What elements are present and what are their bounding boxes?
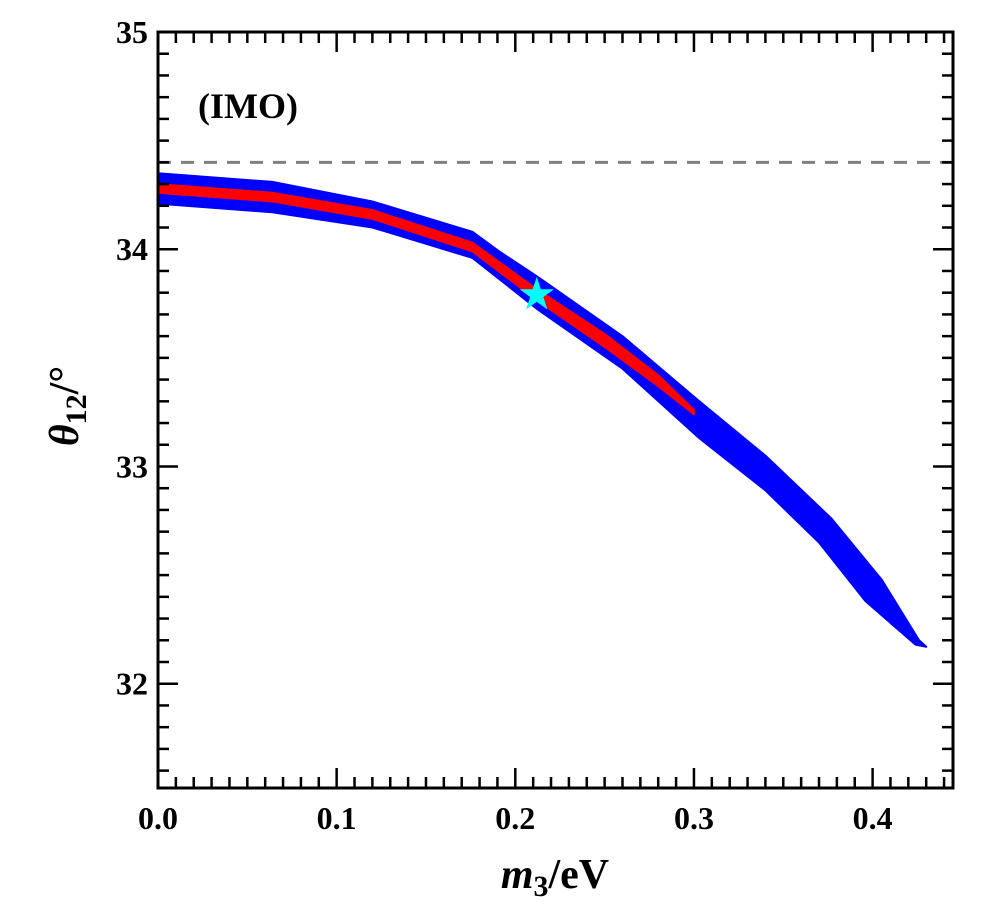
- y-axis-label: θ12/°: [42, 366, 93, 446]
- axis-ticks: [156, 30, 953, 788]
- y-tick-label: 33: [116, 448, 148, 484]
- y-axis-label-sub: 12: [60, 394, 93, 424]
- region-annotation: (IMO): [198, 86, 298, 126]
- x-axis-label-main: m: [501, 852, 534, 898]
- allowed-regions: [157, 172, 928, 648]
- y-tick-label: 34: [116, 231, 148, 267]
- x-tick-label: 0.1: [317, 800, 357, 836]
- y-tick-labels: 32 33 34 35: [116, 14, 148, 702]
- x-axis-label: m3/eV: [501, 852, 609, 903]
- plot-frame: [156, 30, 955, 790]
- best-fit-star-marker: [519, 276, 554, 310]
- red-allowed-region: [157, 183, 695, 416]
- x-tick-label: 0.3: [674, 800, 714, 836]
- x-tick-label: 0.4: [853, 800, 893, 836]
- x-axis-label-rest: /eV: [548, 852, 610, 898]
- y-axis-label-main: θ: [42, 424, 88, 446]
- y-tick-label: 35: [116, 14, 148, 50]
- x-tick-label: 0.0: [138, 800, 178, 836]
- y-tick-label: 32: [116, 666, 148, 702]
- blue-allowed-region: [157, 172, 928, 648]
- x-tick-label: 0.2: [495, 800, 535, 836]
- x-tick-labels: 0.0 0.1 0.2 0.3 0.4: [138, 800, 893, 836]
- x-axis-label-sub: 3: [534, 870, 549, 903]
- y-axis-label-rest: /°: [42, 366, 88, 395]
